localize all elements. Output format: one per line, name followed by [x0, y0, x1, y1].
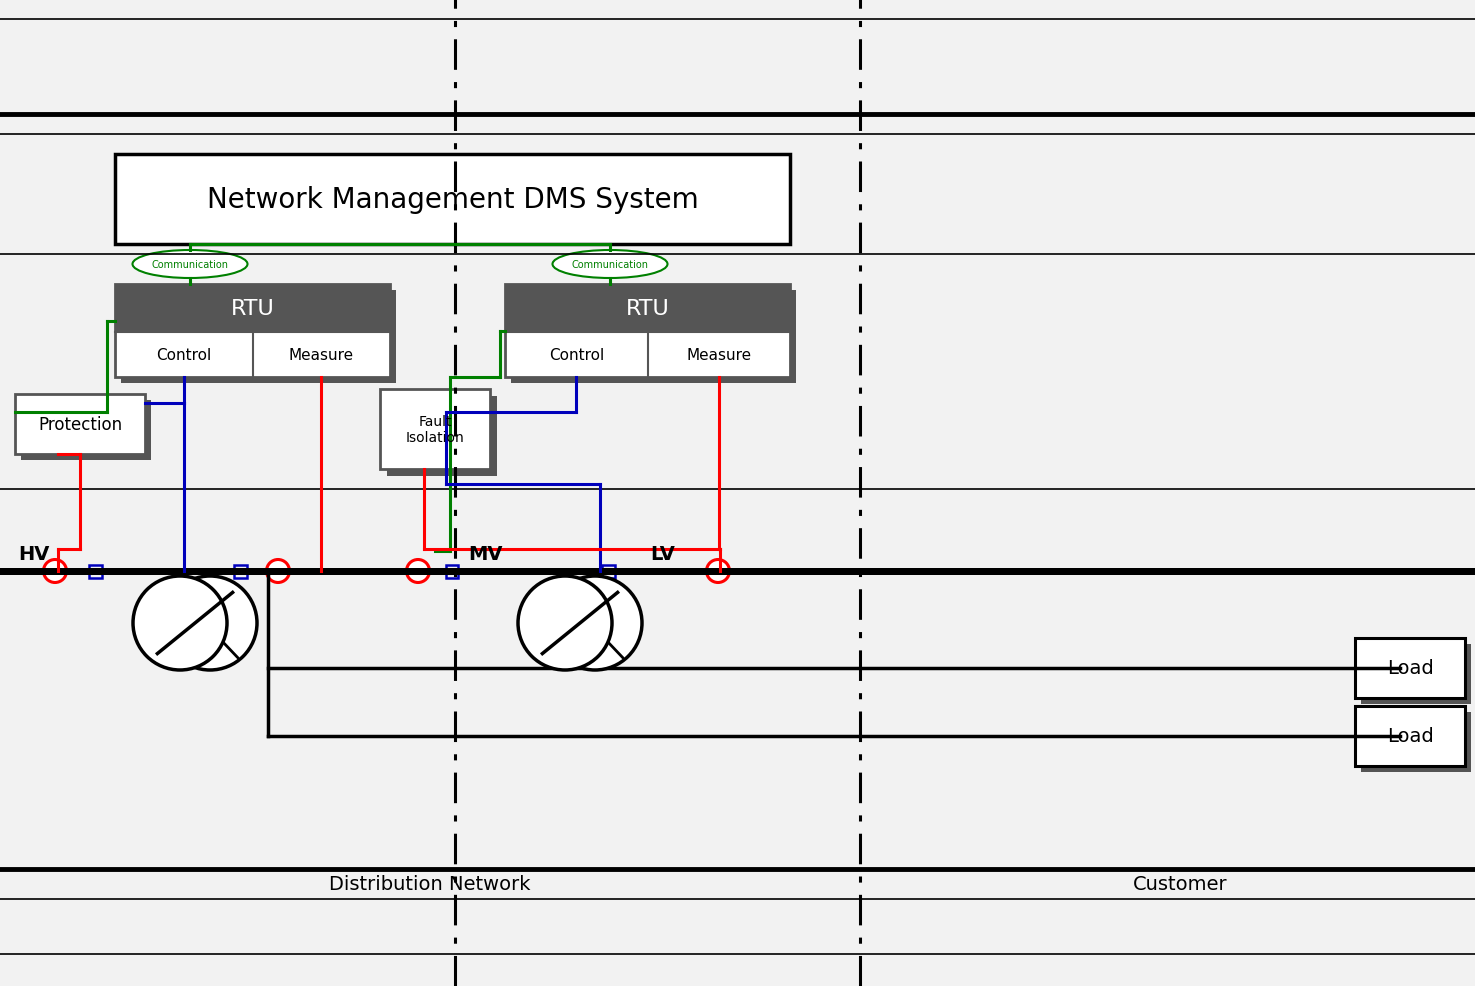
- Circle shape: [549, 577, 642, 670]
- Circle shape: [133, 577, 227, 670]
- FancyBboxPatch shape: [1356, 706, 1465, 766]
- Text: Control: Control: [156, 348, 211, 363]
- FancyBboxPatch shape: [504, 285, 791, 378]
- Ellipse shape: [133, 250, 248, 279]
- FancyBboxPatch shape: [1361, 712, 1471, 772]
- Text: Measure: Measure: [289, 348, 354, 363]
- Text: Measure: Measure: [686, 348, 751, 363]
- Text: Protection: Protection: [38, 415, 122, 434]
- FancyBboxPatch shape: [88, 565, 102, 578]
- FancyBboxPatch shape: [115, 155, 791, 245]
- Text: Customer: Customer: [1133, 875, 1227, 893]
- Text: RTU: RTU: [625, 299, 670, 318]
- FancyBboxPatch shape: [1356, 638, 1465, 698]
- Text: MV: MV: [468, 544, 503, 563]
- FancyBboxPatch shape: [602, 565, 615, 578]
- Text: Control: Control: [549, 348, 603, 363]
- Circle shape: [407, 560, 429, 583]
- Text: Communication: Communication: [571, 259, 649, 270]
- Text: Communication: Communication: [152, 259, 229, 270]
- FancyBboxPatch shape: [15, 394, 145, 455]
- Ellipse shape: [553, 250, 668, 279]
- Circle shape: [164, 577, 257, 670]
- Text: Distribution Network: Distribution Network: [329, 875, 531, 893]
- Circle shape: [267, 560, 289, 583]
- FancyBboxPatch shape: [1361, 644, 1471, 704]
- Text: RTU: RTU: [230, 299, 274, 318]
- Text: Load: Load: [1386, 727, 1434, 745]
- FancyBboxPatch shape: [510, 291, 796, 384]
- Circle shape: [518, 577, 612, 670]
- Circle shape: [707, 560, 730, 583]
- Text: Load: Load: [1386, 659, 1434, 677]
- Text: Network Management DMS System: Network Management DMS System: [207, 185, 698, 214]
- FancyBboxPatch shape: [445, 565, 459, 578]
- Text: LV: LV: [650, 544, 676, 563]
- FancyBboxPatch shape: [233, 565, 246, 578]
- Text: HV: HV: [18, 544, 49, 563]
- FancyBboxPatch shape: [381, 389, 490, 469]
- Text: Fault
Isolation: Fault Isolation: [406, 414, 465, 445]
- FancyBboxPatch shape: [115, 285, 389, 333]
- FancyBboxPatch shape: [21, 400, 150, 460]
- FancyBboxPatch shape: [386, 396, 497, 476]
- FancyBboxPatch shape: [504, 285, 791, 333]
- FancyBboxPatch shape: [121, 291, 395, 384]
- Circle shape: [43, 560, 66, 583]
- FancyBboxPatch shape: [115, 285, 389, 378]
